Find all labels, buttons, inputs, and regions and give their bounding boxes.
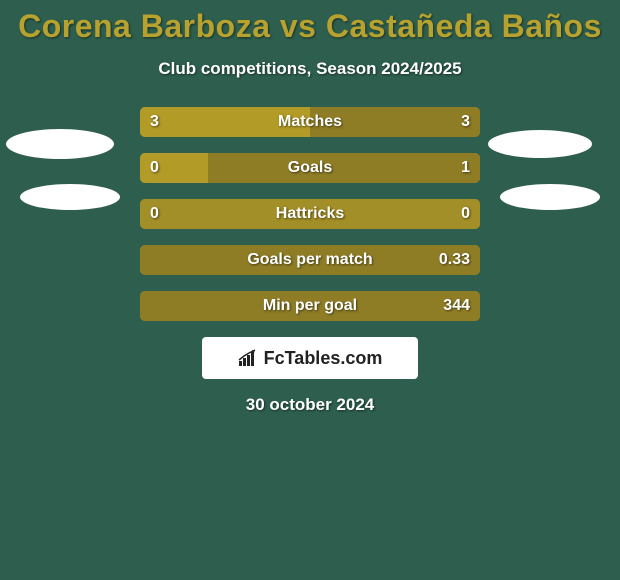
avatar-right-1 bbox=[488, 130, 592, 158]
logo-text: FcTables.com bbox=[264, 348, 383, 369]
stat-label: Goals per match bbox=[247, 251, 372, 269]
comparison-card: Corena Barboza vs Castañeda Baños Club c… bbox=[0, 0, 620, 580]
stat-value-left: 0 bbox=[150, 205, 159, 223]
stat-row: Goals per match 0.33 bbox=[140, 245, 480, 275]
page-title: Corena Barboza vs Castañeda Baños bbox=[0, 0, 620, 45]
footer-date: 30 october 2024 bbox=[0, 395, 620, 415]
stat-row: Min per goal 344 bbox=[140, 291, 480, 321]
logo-box[interactable]: FcTables.com bbox=[202, 337, 418, 379]
stat-value-right: 0 bbox=[461, 205, 470, 223]
stats-area: 3 Matches 3 0 Goals 1 0 Hattricks 0 Goal… bbox=[0, 107, 620, 415]
stat-row: 3 Matches 3 bbox=[140, 107, 480, 137]
stat-label: Hattricks bbox=[276, 205, 344, 223]
barchart-icon bbox=[238, 349, 260, 367]
stat-label: Min per goal bbox=[263, 297, 357, 315]
stat-value-right: 344 bbox=[443, 297, 470, 315]
page-subtitle: Club competitions, Season 2024/2025 bbox=[0, 59, 620, 79]
stat-row: 0 Goals 1 bbox=[140, 153, 480, 183]
stat-label: Matches bbox=[278, 113, 342, 131]
stat-value-left: 3 bbox=[150, 113, 159, 131]
stat-value-right: 0.33 bbox=[439, 251, 470, 269]
stat-row: 0 Hattricks 0 bbox=[140, 199, 480, 229]
stat-value-left: 0 bbox=[150, 159, 159, 177]
avatar-right-2 bbox=[500, 184, 600, 210]
logo: FcTables.com bbox=[238, 348, 383, 369]
stat-value-right: 3 bbox=[461, 113, 470, 131]
stat-label: Goals bbox=[288, 159, 332, 177]
avatar-left-2 bbox=[20, 184, 120, 210]
stat-value-right: 1 bbox=[461, 159, 470, 177]
stat-bar-right bbox=[208, 153, 480, 183]
avatar-left-1 bbox=[6, 129, 114, 159]
